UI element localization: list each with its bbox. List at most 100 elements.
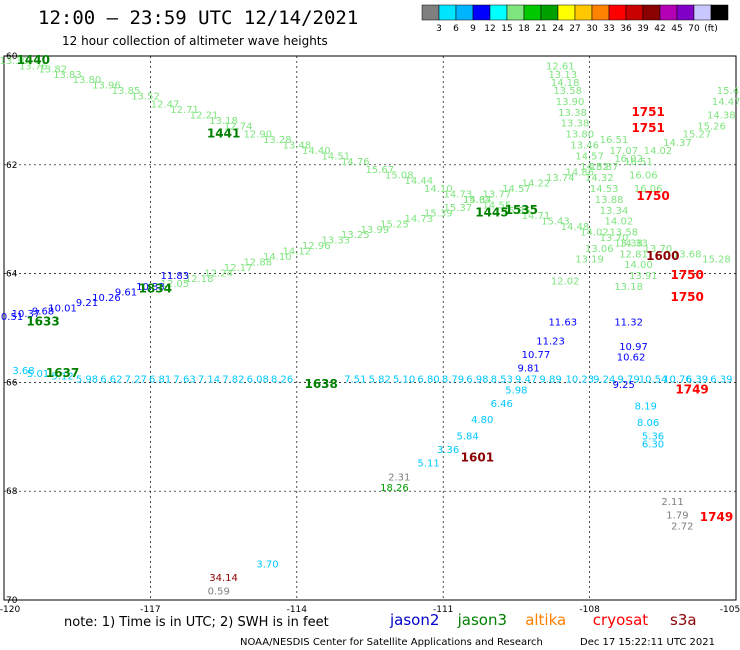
wave-height-value: 10.51 — [0, 312, 23, 323]
map-subtitle: 12 hour collection of altimeter wave hei… — [62, 34, 328, 48]
longitude-label: -117 — [140, 605, 160, 615]
wave-height-value: 12.81 — [619, 249, 648, 260]
wave-height-value: 14.47 — [712, 97, 740, 108]
wave-height-value: 13.13 — [548, 70, 577, 81]
wave-height-value: 16.51 — [600, 135, 629, 146]
wave-height-value: 34.14 — [209, 573, 238, 584]
wave-height-value: 10.97 — [619, 342, 648, 353]
wave-height-value: 14.38 — [707, 111, 736, 122]
pass-time-label: 1749 — [700, 510, 733, 524]
wave-height-value: 15.28 — [702, 255, 731, 266]
wave-height-value: 6.80 — [417, 374, 439, 385]
wave-height-value: 10.76 — [663, 374, 692, 385]
color-scale-label: 6 — [453, 24, 459, 34]
latitude-label: 62 — [6, 161, 17, 171]
color-scale-label: 27 — [569, 24, 580, 34]
wave-height-value: 15.25 — [380, 219, 409, 230]
wave-height-value: 14.02 — [580, 228, 609, 239]
wave-height-value: 6.98 — [466, 374, 488, 385]
map-title: 12:00 – 23:59 UTC 12/14/2021 — [38, 7, 358, 29]
wave-height-value: 12.47 — [151, 100, 180, 111]
wave-height-value: 13.25 — [341, 230, 370, 241]
wave-height-value: 13.38 — [614, 238, 643, 249]
color-scale-label: 45 — [671, 24, 682, 34]
wave-height-value: 11.32 — [614, 317, 643, 328]
wave-height-value: 12.24 — [204, 268, 233, 279]
color-scale-label: 18 — [518, 24, 530, 34]
wave-height-value: 11.63 — [548, 317, 577, 328]
latitude-label: 60 — [6, 52, 18, 62]
wave-height-value: 13.70 — [600, 233, 629, 244]
wave-height-value: 2.11 — [661, 497, 683, 508]
longitude-label: -120 — [0, 605, 20, 615]
wave-height-value: 2.72 — [671, 521, 693, 532]
wave-height-value: 10.77 — [522, 350, 551, 361]
pass-time-label: 1633 — [26, 314, 59, 328]
color-swatch — [574, 4, 593, 21]
wave-height-value: 7.27 — [125, 374, 147, 385]
wave-height-value: 10.33 — [136, 282, 165, 293]
wave-height-value: 16.51 — [624, 157, 653, 168]
wave-height-value: 5.84 — [456, 432, 478, 443]
wave-height-value: 13.38 — [558, 108, 587, 119]
color-swatch — [421, 4, 440, 21]
latitude-label: 66 — [6, 378, 18, 388]
satellite-altika: altika — [525, 611, 566, 629]
color-scale-legend: 3 6 9 12 15 18 21 24 27 30 33 36 39 42 45 70 (ft) — [421, 4, 729, 34]
grid-lines — [4, 56, 736, 600]
wave-height-value: 6.62 — [100, 374, 122, 385]
pass-time-label: 1751 — [631, 121, 664, 135]
wave-height-value: 4.80 — [471, 415, 493, 426]
wave-height-value: 6.39 — [686, 374, 708, 385]
latitude-label: 64 — [6, 270, 18, 280]
wave-height-value: 14.00 — [624, 260, 653, 271]
color-swatch — [659, 4, 678, 21]
color-scale-label: (ft) — [704, 24, 718, 34]
color-swatch — [693, 4, 712, 21]
wave-height-value: 15.37 — [444, 203, 473, 214]
wave-height-value: 9.25 — [613, 380, 635, 391]
wave-height-value: 11.83 — [160, 271, 189, 282]
color-scale-label: 70 — [688, 24, 700, 34]
color-scale-label: 39 — [637, 24, 649, 34]
longitude-label: -114 — [287, 605, 308, 615]
color-swatch — [489, 4, 508, 21]
wave-height-value: 13.76 — [19, 62, 48, 73]
longitude-label: -111 — [433, 605, 453, 615]
wave-height-value: 5.11 — [417, 459, 439, 470]
wave-height-value: 14.82 — [580, 162, 609, 173]
wave-height-value: 8.19 — [635, 402, 657, 413]
wave-height-value: 15.26 — [697, 121, 726, 132]
pass-time-label: 1638 — [304, 377, 337, 391]
wave-height-value: 14.57 — [502, 184, 531, 195]
wave-height-value: 12.02 — [551, 276, 580, 287]
wave-height-value: 13.96 — [92, 81, 121, 92]
wave-height-value: 14.33 — [619, 238, 648, 249]
wave-height-value: 13.80 — [566, 130, 595, 141]
satellite-cryosat: cryosat — [593, 611, 648, 629]
color-swatch — [472, 4, 491, 21]
wave-height-value: 14.02 — [605, 217, 634, 228]
wave-height-value: 15.64 — [463, 195, 492, 206]
color-scale-label: 12 — [484, 24, 495, 34]
wave-height-value: 15.87 — [590, 162, 619, 173]
wave-height-value: 12.71 — [170, 105, 199, 116]
pass-time-label: 1750 — [670, 290, 703, 304]
wave-height-value: 14.10 — [424, 184, 453, 195]
wave-height-value: 6.46 — [491, 399, 513, 410]
wave-height-value: 13.18 — [209, 116, 238, 127]
pass-time-label: 1750 — [670, 268, 703, 282]
wave-height-value: 12.18 — [185, 274, 214, 285]
wave-height-value: 3.70 — [256, 559, 278, 570]
wave-height-value: 14.10 — [263, 252, 292, 263]
wave-height-value: 10.01 — [48, 304, 77, 315]
wave-height-value: 14.55 — [483, 200, 512, 211]
wave-height-value: 15.39 — [424, 208, 453, 219]
satellite-legend: jason2 jason3 altika cryosat s3a — [389, 611, 697, 629]
wave-height-value: 14.73 — [404, 214, 433, 225]
latitude-label: 70 — [6, 596, 18, 606]
wave-height-value: 13.34 — [600, 206, 629, 217]
wave-height-value: 14.02 — [644, 146, 673, 157]
wave-height-value: 8.26 — [271, 374, 293, 385]
